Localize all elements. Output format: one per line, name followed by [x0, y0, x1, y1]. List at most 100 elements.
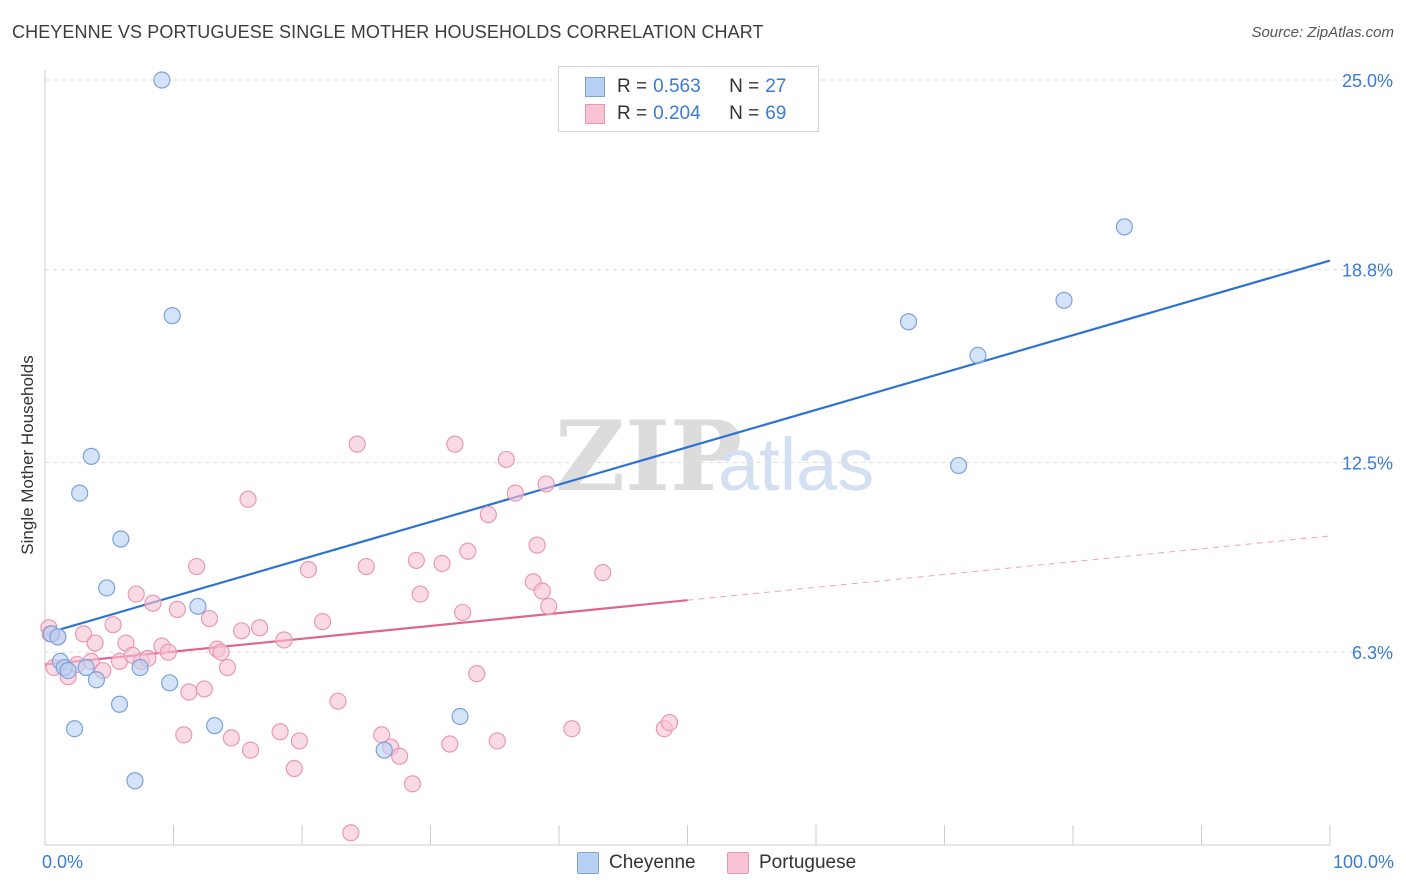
portuguese-point	[391, 747, 409, 765]
portuguese-point	[212, 643, 230, 661]
r-label: R =	[617, 103, 648, 124]
portuguese-point	[488, 732, 506, 750]
cheyenne-point	[189, 597, 207, 615]
portuguese-point	[446, 435, 464, 453]
portuguese-point	[159, 643, 177, 661]
y-tick-labels: 6.3% 12.5% 18.8% 25.0%	[1342, 71, 1393, 663]
portuguese-point	[454, 603, 472, 622]
cheyenne-point	[206, 717, 224, 735]
portuguese-point	[233, 622, 251, 640]
cheyenne-trend-line	[44, 259, 1331, 635]
portuguese-point	[411, 585, 429, 603]
portuguese-point	[407, 551, 425, 570]
y-tick-label: 12.5%	[1342, 454, 1393, 474]
portuguese-point	[188, 557, 206, 576]
cheyenne-point	[87, 671, 106, 689]
y-tick-label: 6.3%	[1352, 643, 1393, 663]
portuguese-legend-swatch	[727, 852, 749, 874]
cheyenne-point	[77, 658, 95, 677]
portuguese-point	[218, 658, 237, 677]
portuguese-trend-extension	[687, 535, 1331, 601]
portuguese-point	[660, 713, 679, 732]
legend-item-portuguese[interactable]: Portuguese	[727, 852, 856, 874]
portuguese-point	[528, 536, 546, 554]
portuguese-point	[329, 692, 347, 710]
portuguese-point	[168, 600, 186, 618]
n-label: N =	[729, 76, 760, 97]
r-value-portuguese: 0.204	[653, 103, 701, 124]
cheyenne-point	[899, 313, 918, 331]
portuguese-point	[200, 609, 219, 628]
portuguese-point	[175, 726, 193, 744]
portuguese-point	[433, 554, 451, 573]
cheyenne-point	[98, 579, 116, 597]
y-tick-label: 18.8%	[1342, 261, 1393, 281]
portuguese-point	[533, 582, 551, 600]
r-value-cheyenne: 0.563	[653, 76, 701, 97]
portuguese-point	[403, 775, 422, 793]
portuguese-point	[239, 490, 257, 508]
portuguese-point	[74, 625, 93, 643]
portuguese-point	[299, 560, 318, 579]
cheyenne-point	[59, 661, 77, 680]
portuguese-point	[271, 723, 289, 741]
portuguese-point	[342, 824, 360, 842]
portuguese-point	[537, 475, 555, 493]
portuguese-point	[127, 585, 145, 603]
portuguese-point	[290, 732, 309, 750]
portuguese-point	[222, 729, 240, 747]
portuguese-point	[459, 542, 477, 560]
cheyenne-point	[82, 447, 100, 465]
source-credit: Source: ZipAtlas.com	[1251, 24, 1394, 41]
cheyenne-point	[126, 772, 144, 790]
portuguese-point	[285, 759, 303, 778]
portuguese-point	[86, 634, 104, 652]
cheyenne-point	[153, 71, 171, 89]
portuguese-point	[357, 557, 375, 576]
cheyenne-point	[110, 695, 129, 713]
grid-lines	[45, 79, 1395, 653]
legend-row-portuguese: R = 0.204 N = 69	[585, 102, 786, 126]
n-value-cheyenne: 27	[765, 76, 787, 97]
portuguese-point	[242, 741, 260, 759]
cheyenne-point	[49, 628, 67, 646]
cheyenne-legend-swatch	[577, 852, 599, 874]
portuguese-point	[275, 631, 293, 649]
watermark-atlas: atlas	[718, 423, 874, 506]
cheyenne-point	[112, 530, 130, 548]
portuguese-point	[594, 564, 612, 582]
cheyenne-legend-label: Cheyenne	[609, 852, 696, 873]
n-value-portuguese: 69	[765, 103, 787, 124]
portuguese-point	[313, 613, 332, 631]
portuguese-point	[180, 683, 198, 701]
cheyenne-point	[451, 707, 469, 726]
series-legend: Cheyenne Portuguese	[0, 852, 1406, 876]
portuguese-point	[441, 735, 459, 753]
cheyenne-swatch	[585, 77, 605, 97]
cheyenne-point	[1115, 218, 1134, 236]
portuguese-point	[563, 720, 581, 738]
x-tick-label-max: 100.0%	[1332, 852, 1394, 872]
portuguese-point	[104, 616, 122, 634]
cheyenne-point	[161, 674, 179, 692]
portuguese-point	[497, 450, 515, 469]
legend-row-cheyenne: R = 0.563 N = 27	[585, 75, 786, 99]
chart-title: CHEYENNE VS PORTUGUESE SINGLE MOTHER HOU…	[12, 22, 764, 42]
cheyenne-point	[1055, 291, 1073, 309]
portuguese-point	[479, 505, 497, 524]
axes	[44, 70, 1331, 846]
portuguese-point	[144, 594, 162, 612]
cheyenne-point	[131, 658, 149, 677]
x-tick-label-min: 0.0%	[42, 852, 84, 872]
cheyenne-point	[375, 741, 393, 759]
portuguese-point	[468, 665, 486, 683]
portuguese-point	[195, 680, 213, 698]
portuguese-point	[348, 435, 366, 453]
data-points	[40, 71, 1134, 842]
legend-item-cheyenne[interactable]: Cheyenne	[577, 852, 696, 874]
r-label: R =	[617, 76, 648, 97]
portuguese-swatch	[585, 104, 605, 124]
watermark-zip: ZIP	[555, 400, 742, 513]
